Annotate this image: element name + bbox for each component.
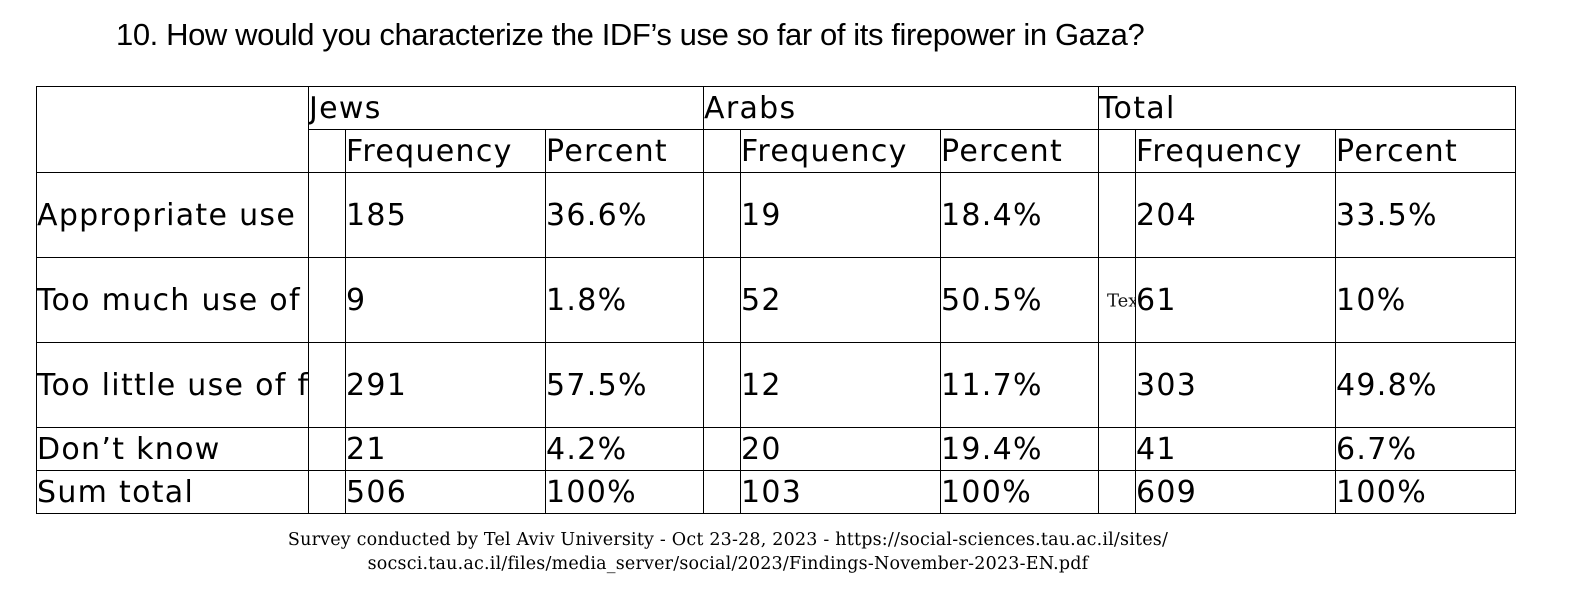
cell-jews-frequency: 185 — [345, 172, 546, 258]
table-row: Don’t know 21 4.2% 20 19.4% 41 6.7% — [36, 427, 1517, 471]
spacer-cell — [308, 257, 346, 343]
cell-total-frequency: 609 — [1135, 470, 1337, 514]
cell-arabs-frequency: 19 — [740, 172, 942, 258]
cell-total-frequency: 61 — [1135, 257, 1337, 343]
spacer-cell — [1098, 172, 1137, 258]
spacer-cell — [1098, 342, 1137, 428]
cell-arabs-percent: 18.4% — [940, 172, 1100, 258]
cell-arabs-percent: 100% — [940, 470, 1100, 514]
table-row: Appropriate use 185 36.6% 19 18.4% 204 3… — [36, 172, 1517, 258]
cell-arabs-frequency: 52 — [740, 257, 942, 343]
corner-cell — [36, 86, 309, 173]
spacer-cell — [703, 129, 742, 173]
spacer-cell — [308, 470, 346, 514]
cell-jews-percent: 36.6% — [544, 172, 705, 258]
spacer-cell — [1098, 470, 1137, 514]
spacer-cell — [308, 342, 346, 428]
spacer-cell — [1098, 129, 1137, 173]
cell-total-percent: 6.7% — [1335, 427, 1517, 471]
question-title: 10. How would you characterize the IDF’s… — [116, 17, 1145, 52]
cell-total-frequency: 303 — [1135, 342, 1337, 428]
spacer-cell — [703, 427, 742, 471]
row-label: Too little use of firepower — [36, 342, 309, 428]
spacer-cell — [308, 172, 346, 258]
table-row: Too much use of firepower 9 1.8% 52 50.5… — [36, 257, 1517, 343]
spacer-cell — [703, 257, 742, 343]
column-header-frequency: Frequency — [1135, 129, 1337, 173]
source-note: Survey conducted by Tel Aviv University … — [0, 528, 1456, 576]
cell-jews-percent: 57.5% — [544, 342, 705, 428]
cell-total-percent: 100% — [1335, 470, 1517, 514]
spacer-cell — [1098, 427, 1137, 471]
cell-jews-percent: 1.8% — [544, 257, 705, 343]
source-line-1: Survey conducted by Tel Aviv University … — [287, 530, 1169, 550]
group-header-total: Total — [1098, 86, 1517, 130]
cell-jews-percent: 100% — [544, 470, 705, 514]
cell-jews-frequency: 21 — [345, 427, 546, 471]
cell-jews-percent: 4.2% — [544, 427, 705, 471]
cell-total-frequency: 204 — [1135, 172, 1337, 258]
cell-total-frequency: 41 — [1135, 427, 1337, 471]
spacer-cell — [703, 342, 742, 428]
column-header-percent: Percent — [940, 129, 1100, 173]
cell-total-percent: 49.8% — [1335, 342, 1517, 428]
cell-total-percent: 10% — [1335, 257, 1517, 343]
stray-text-label: Text — [1107, 290, 1135, 312]
spacer-cell — [308, 427, 346, 471]
cell-total-percent: 33.5% — [1335, 172, 1517, 258]
cell-jews-frequency: 506 — [345, 470, 546, 514]
cell-arabs-percent: 50.5% — [940, 257, 1100, 343]
row-label: Sum total — [36, 470, 309, 514]
survey-table: Jews Arabs Total Frequency Percent Frequ… — [36, 86, 1517, 514]
spacer-cell: Text — [1098, 257, 1137, 343]
cell-arabs-frequency: 20 — [740, 427, 942, 471]
spacer-cell — [703, 172, 742, 258]
row-label: Don’t know — [36, 427, 309, 471]
cell-arabs-percent: 11.7% — [940, 342, 1100, 428]
cell-jews-frequency: 9 — [345, 257, 546, 343]
cell-arabs-frequency: 103 — [740, 470, 942, 514]
group-header-jews: Jews — [307, 86, 705, 130]
column-header-percent: Percent — [544, 129, 705, 173]
cell-jews-frequency: 291 — [345, 342, 546, 428]
spacer-cell — [703, 470, 742, 514]
row-label: Appropriate use — [36, 172, 309, 258]
table-row: Sum total 506 100% 103 100% 609 100% — [36, 470, 1517, 514]
cell-arabs-percent: 19.4% — [940, 427, 1100, 471]
column-header-percent: Percent — [1335, 129, 1517, 173]
cell-arabs-frequency: 12 — [740, 342, 942, 428]
column-header-frequency: Frequency — [740, 129, 942, 173]
row-label: Too much use of firepower — [36, 257, 309, 343]
table-row: Too little use of firepower 291 57.5% 12… — [36, 342, 1517, 428]
column-header-frequency: Frequency — [345, 129, 546, 173]
source-line-2: socsci.tau.ac.il/files/media_server/soci… — [367, 554, 1089, 574]
group-header-arabs: Arabs — [703, 86, 1100, 130]
spacer-cell — [308, 129, 346, 173]
